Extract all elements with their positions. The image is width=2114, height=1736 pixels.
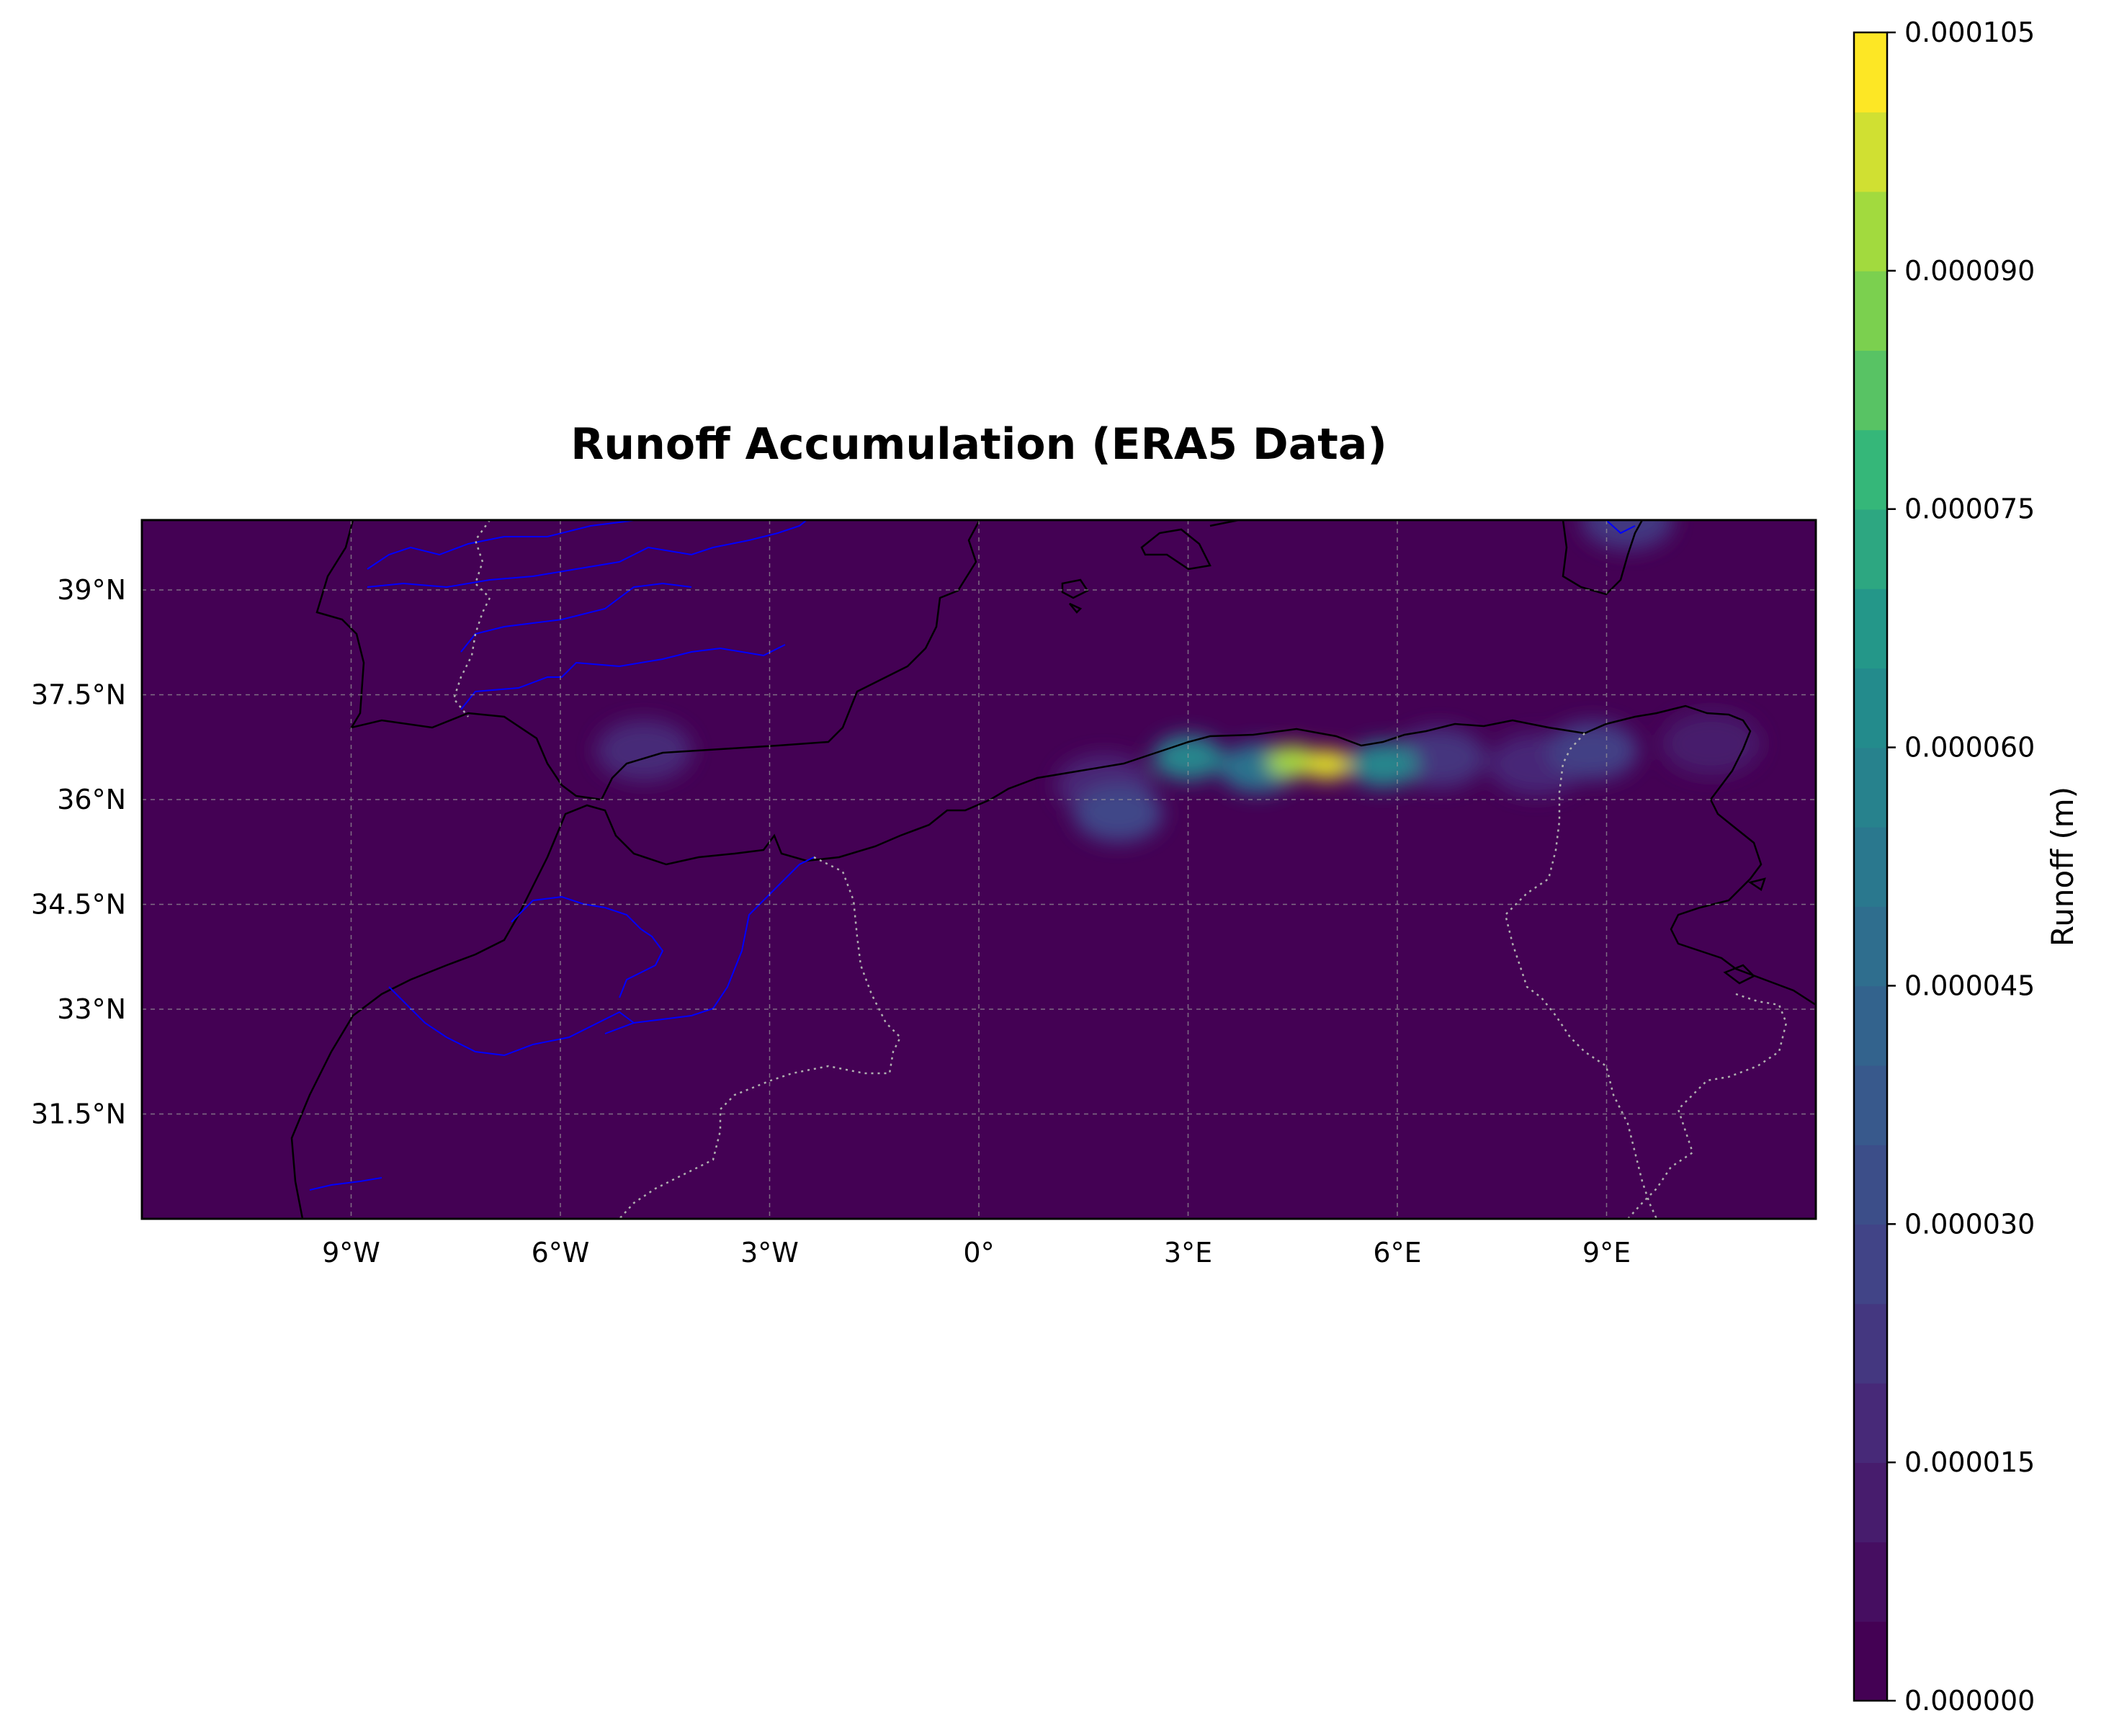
colorbar-tick-label: 0.000105 [1904,17,2035,48]
lon-tick-label: 9°W [322,1237,380,1269]
lon-tick-label: 6°E [1373,1237,1421,1269]
lon-tick-label: 3°E [1164,1237,1212,1269]
colorbar-ticks: 0.000000 0.000015 0.000030 0.000045 0.000060… [1887,17,2035,1717]
lon-tick-label: 0° [963,1237,994,1269]
colorbar-level [1854,191,1887,272]
map-frame [140,519,1817,1220]
runoff-hotspot [1304,749,1351,780]
colorbar-tick-label: 0.000000 [1904,1685,2035,1717]
colorbar-tick-label: 0.000045 [1904,970,2035,1001]
colorbar-level [1854,1065,1887,1145]
borders [452,520,1788,1219]
colorbar-level [1854,1621,1887,1701]
gridlines [142,520,1816,1219]
colorbar-level [1854,589,1887,669]
colorbar-level [1854,350,1887,431]
colorbar-tick-label: 0.000060 [1904,732,2035,764]
lon-tick-label: 9°E [1582,1237,1631,1269]
colorbar-level [1854,32,1887,113]
colorbar-level [1854,747,1887,828]
runoff-hotspot [1581,520,1674,550]
colorbar-level [1854,668,1887,748]
runoff-hotspot [1267,745,1318,778]
colorbar-level [1854,1224,1887,1305]
runoff-hotspot [1074,784,1163,842]
colorbar-label: Runoff (m) [2045,787,2080,947]
colorbar-tick-label: 0.000015 [1904,1446,2035,1478]
colorbar-level [1854,1462,1887,1543]
lon-tick-label: 6°W [532,1237,590,1269]
colorbar-level [1854,1145,1887,1225]
colorbar: 0.000000 0.000015 0.000030 0.000045 0.000060… [1853,17,2080,1717]
lat-tick-labels: 39°N 37.5°N 36°N 34.5°N 33°N 31.5°N [31,574,126,1130]
chart-title: Runoff Accumulation (ERA5 Data) [570,419,1387,470]
colorbar-level [1854,1542,1887,1622]
runoff-hotspot [1661,712,1761,776]
colorbar-level [1854,429,1887,510]
lon-tick-label: 3°W [740,1237,799,1269]
colorbar-frame [1853,31,1889,1702]
runoff-hotspot [1348,742,1419,787]
colorbar-level [1854,985,1887,1066]
lat-tick-label: 37.5°N [31,679,126,711]
lat-tick-label: 39°N [57,574,126,606]
colorbar-level [1854,112,1887,192]
runoff-hotspot [596,720,692,782]
colorbar-level [1854,270,1887,351]
colorbar-level [1854,509,1887,589]
lat-tick-label: 34.5°N [31,889,126,921]
colorbar-tick-label: 0.000030 [1904,1208,2035,1240]
lon-tick-labels: 9°W 6°W 3°W 0° 3°E 6°E 9°E [322,1237,1631,1269]
lat-tick-label: 31.5°N [31,1099,126,1130]
rivers [309,520,1636,1191]
lat-tick-label: 36°N [57,784,126,815]
map-panel: 9°W 6°W 3°W 0° 3°E 6°E 9°E 39°N 37.5°N 36°N 34.5°… [31,519,1817,1269]
colorbar-levels [1854,32,1887,1701]
colorbar-level [1854,1382,1887,1463]
colorbar-level [1854,906,1887,987]
lat-tick-label: 33°N [57,993,126,1025]
colorbar-level [1854,826,1887,907]
colorbar-level [1854,1303,1887,1384]
colorbar-tick-label: 0.000090 [1904,255,2035,287]
colorbar-tick-label: 0.000075 [1904,493,2035,525]
runoff-hotspot [1547,721,1638,780]
